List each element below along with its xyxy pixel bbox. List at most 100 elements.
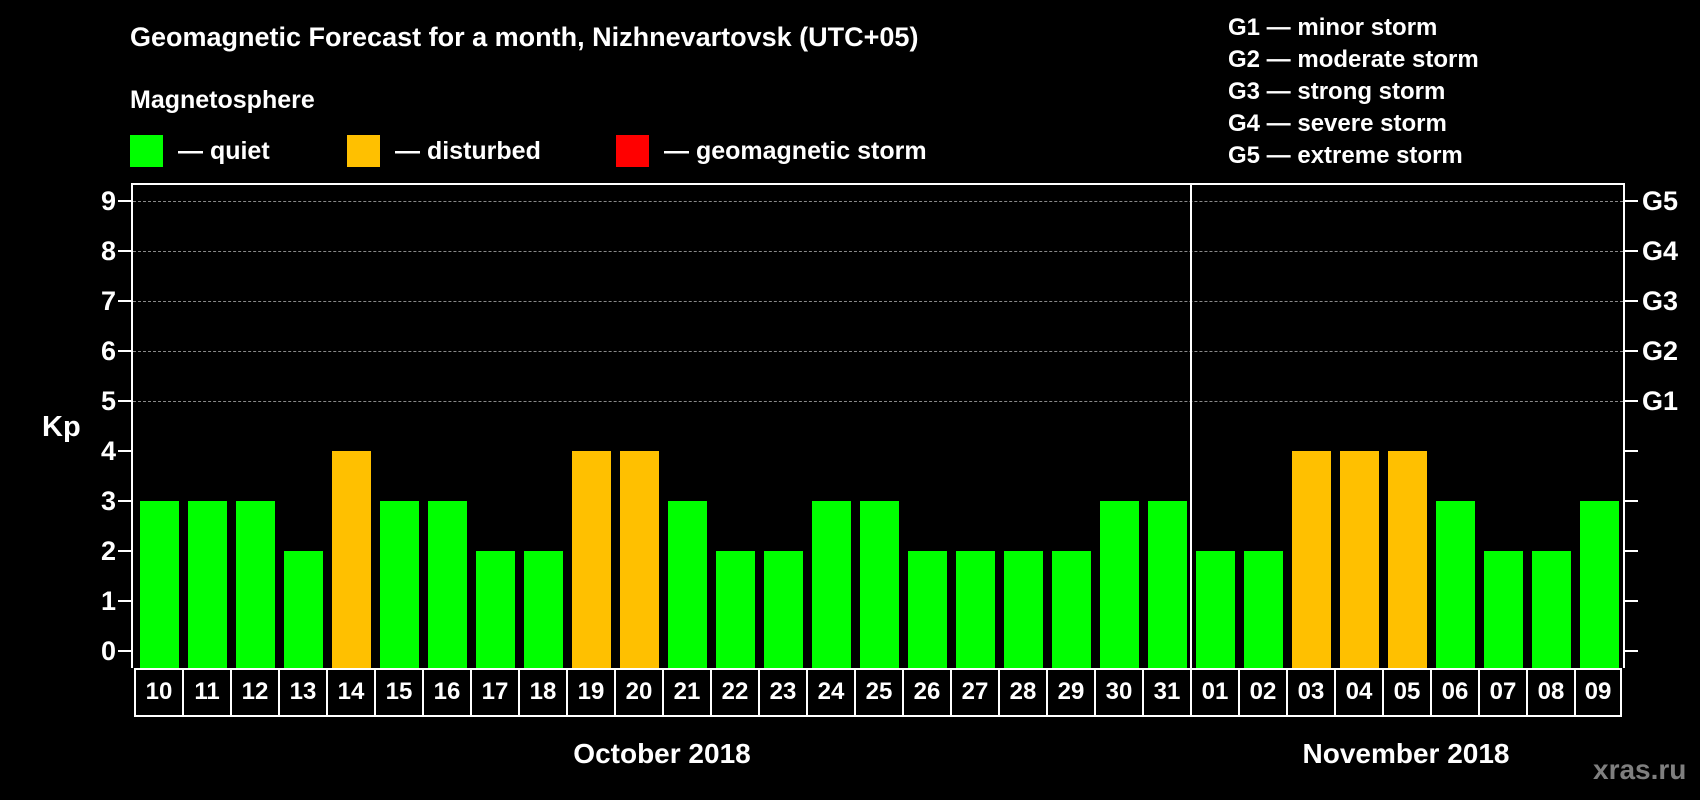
y-tick-right: [1625, 600, 1638, 602]
storm-scale-legend: G1 — minor storm G2 — moderate storm G3 …: [1228, 12, 1479, 172]
month-label: October 2018: [573, 738, 751, 769]
g-scale-label: G4: [1642, 236, 1679, 266]
bar: [284, 551, 323, 668]
bar: [764, 551, 803, 668]
date-label: 29: [1046, 670, 1094, 715]
bar: [476, 551, 515, 668]
watermark: xras.ru: [1593, 754, 1687, 785]
date-label: 08: [1526, 670, 1574, 715]
storm-scale-g5: G5 — extreme storm: [1228, 142, 1463, 169]
bar: [1052, 551, 1091, 668]
date-label: 15: [374, 670, 422, 715]
date-label: 06: [1430, 670, 1478, 715]
y-tick-label: 9: [100, 186, 116, 216]
bar: [140, 501, 179, 668]
date-axis: 10 11 12 13 14 15 16 17 18 19 20 21 22 23 24 25 26 27 28 29…: [134, 668, 1622, 717]
bar: [1580, 501, 1619, 668]
y-tick-right: [1625, 250, 1638, 252]
y-tick: [118, 550, 131, 552]
g-scale-label: G2: [1642, 336, 1679, 366]
legend-swatch: [347, 135, 380, 167]
g-scale-label: G5: [1642, 186, 1679, 216]
y-tick-right: [1625, 650, 1638, 652]
bar: [1388, 451, 1427, 668]
date-label: 23: [758, 670, 806, 715]
bar: [1148, 501, 1187, 668]
legend-label: — quiet: [178, 136, 270, 165]
y-tick-right: [1625, 200, 1638, 202]
y-tick-label: 7: [100, 286, 116, 316]
y-tick-right: [1625, 400, 1638, 402]
date-label: 02: [1238, 670, 1286, 715]
g-scale-label: G1: [1642, 386, 1679, 416]
bar: [428, 501, 467, 668]
date-label: 20: [614, 670, 662, 715]
bar: [1340, 451, 1379, 668]
bar: [860, 501, 899, 668]
date-label: 22: [710, 670, 758, 715]
plot-area: [131, 183, 1625, 668]
date-label: 16: [422, 670, 470, 715]
date-label: 07: [1478, 670, 1526, 715]
y-tick-right: [1625, 500, 1638, 502]
y-tick-label: 3: [100, 486, 116, 516]
date-label: 31: [1142, 670, 1190, 715]
date-label: 24: [806, 670, 854, 715]
storm-scale-g2: G2 — moderate storm: [1228, 46, 1479, 73]
bar: [1532, 551, 1571, 668]
y-tick: [118, 350, 131, 352]
date-label: 18: [518, 670, 566, 715]
date-label: 14: [326, 670, 374, 715]
gridline: [133, 251, 1623, 252]
bar: [236, 501, 275, 668]
y-tick: [118, 400, 131, 402]
legend-heading: Magnetosphere: [130, 86, 315, 114]
storm-scale-g3: G3 — strong storm: [1228, 78, 1446, 105]
y-tick-right: [1625, 550, 1638, 552]
y-tick-right: [1625, 450, 1638, 452]
bar: [908, 551, 947, 668]
date-label: 21: [662, 670, 710, 715]
date-label: 12: [230, 670, 278, 715]
legend-item: — disturbed: [347, 135, 541, 167]
bar: [1436, 501, 1475, 668]
date-label: 11: [182, 670, 230, 715]
date-label: 09: [1574, 670, 1622, 715]
storm-scale-g1: G1 — minor storm: [1228, 14, 1438, 41]
y-tick-right: [1625, 300, 1638, 302]
date-label: 28: [998, 670, 1046, 715]
date-label: 27: [950, 670, 998, 715]
y-tick: [118, 500, 131, 502]
storm-scale-g4: G4 — severe storm: [1228, 110, 1447, 137]
month-divider: [1190, 183, 1192, 717]
legend-label: — geomagnetic storm: [664, 136, 927, 165]
date-label: 04: [1334, 670, 1382, 715]
legend-label: — disturbed: [395, 136, 541, 165]
date-label: 05: [1382, 670, 1430, 715]
bar: [956, 551, 995, 668]
bar: [812, 501, 851, 668]
y-tick-label: 6: [100, 336, 116, 366]
bar: [380, 501, 419, 668]
y-tick-label: 2: [100, 536, 116, 566]
date-label: 10: [134, 670, 182, 715]
date-label: 26: [902, 670, 950, 715]
date-label: 01: [1190, 670, 1238, 715]
date-label: 19: [566, 670, 614, 715]
month-label: November 2018: [1302, 738, 1510, 769]
bar: [524, 551, 563, 668]
bar: [1100, 501, 1139, 668]
g-scale-label: G3: [1642, 286, 1679, 316]
bar: [1292, 451, 1331, 668]
bar: [1484, 551, 1523, 668]
date-label: 03: [1286, 670, 1334, 715]
legend-item: — quiet: [130, 135, 270, 167]
bar: [620, 451, 659, 668]
y-tick-right: [1625, 350, 1638, 352]
y-tick-label: 8: [100, 236, 116, 266]
y-axis-label: Kp: [42, 411, 81, 443]
gridline: [133, 301, 1623, 302]
y-tick-label: 4: [100, 436, 116, 466]
y-tick: [118, 250, 131, 252]
bar: [332, 451, 371, 668]
